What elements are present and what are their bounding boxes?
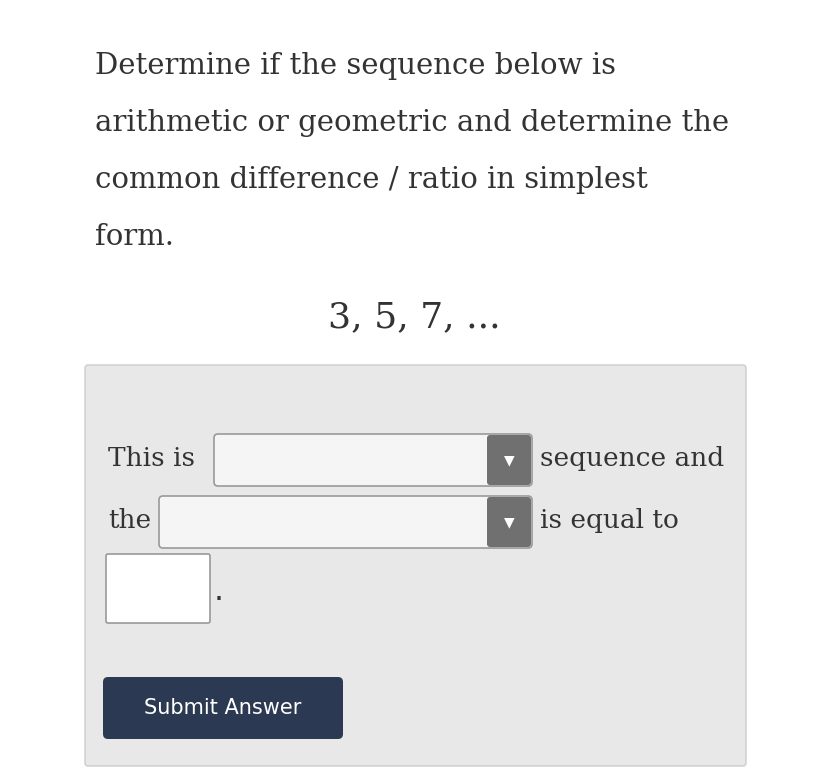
Text: arithmetic or geometric and determine the: arithmetic or geometric and determine th… [95,109,729,137]
Text: .: . [213,577,224,608]
Text: 3, 5, 7, ...: 3, 5, 7, ... [327,300,500,334]
FancyBboxPatch shape [85,365,745,766]
Text: is equal to: is equal to [539,508,678,533]
Text: form.: form. [95,223,174,251]
Text: the: the [108,508,151,533]
Text: common difference / ratio in simplest: common difference / ratio in simplest [95,166,647,194]
FancyBboxPatch shape [486,435,530,485]
Text: ▼: ▼ [503,453,514,467]
FancyBboxPatch shape [106,554,210,623]
Text: Determine if the sequence below is: Determine if the sequence below is [95,52,615,80]
FancyBboxPatch shape [213,434,532,486]
Text: This is: This is [108,446,195,471]
FancyBboxPatch shape [486,497,530,547]
FancyBboxPatch shape [159,496,532,548]
Text: sequence and: sequence and [539,446,724,471]
FancyBboxPatch shape [103,677,342,739]
Text: Submit Answer: Submit Answer [144,698,301,718]
Text: ▼: ▼ [503,515,514,529]
